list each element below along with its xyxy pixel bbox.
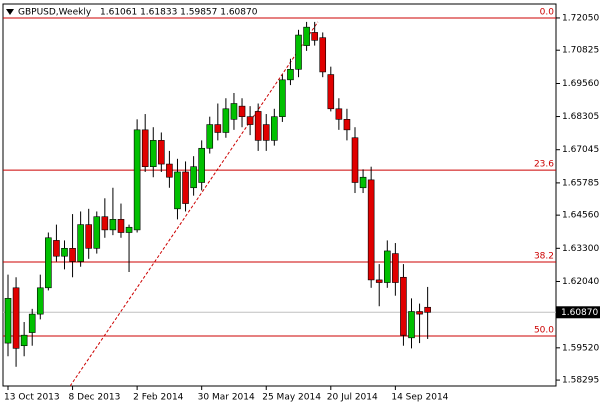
y-tick-label: 1.70825	[562, 46, 599, 56]
candle-body	[343, 119, 351, 131]
candle-body	[335, 108, 343, 120]
candle-body	[416, 311, 423, 315]
candle-body	[125, 226, 133, 233]
fib-label: 0.0	[540, 7, 555, 17]
candle-body	[141, 129, 149, 167]
x-tick-label: 25 May 2014	[262, 393, 321, 403]
current-price-label: 1.60870	[561, 308, 598, 318]
y-tick-label: 1.62040	[562, 277, 599, 287]
candle-body	[367, 179, 375, 281]
candle-body	[303, 26, 310, 46]
candle-body	[174, 171, 181, 210]
candle-body	[351, 137, 359, 183]
fib-label: 38.2	[534, 252, 554, 262]
x-tick-label: 20 Jul 2014	[327, 393, 378, 403]
candle-body	[36, 287, 44, 315]
candle-body	[400, 276, 407, 336]
candle-body	[85, 224, 92, 249]
candle-body	[408, 311, 415, 339]
candle-body	[287, 68, 294, 81]
candle-body	[190, 166, 197, 189]
candle-body	[214, 124, 222, 133]
candle-body	[101, 216, 109, 231]
candle-body	[69, 248, 76, 262]
candle-body	[77, 224, 84, 262]
chart-subtitle: 1.61061 1.61833 1.59857 1.60870	[100, 8, 258, 18]
menu-arrow	[6, 9, 14, 15]
chart-title: GBPUSD,Weekly	[18, 8, 92, 18]
candle-body	[182, 171, 189, 204]
candle-body	[238, 105, 246, 117]
candle-body	[149, 140, 157, 167]
candle-body	[206, 124, 214, 149]
fib-label: 23.6	[534, 160, 554, 170]
candle-body	[279, 79, 286, 117]
candle-body	[295, 34, 302, 70]
y-tick-label: 1.67045	[562, 145, 599, 155]
current-price-box	[556, 306, 600, 319]
y-tick-label: 1.64560	[562, 211, 599, 221]
candle-body	[198, 147, 205, 183]
candle-body	[12, 287, 20, 349]
fib-label: 50.0	[534, 325, 554, 335]
x-tick-label: 2 Feb 2014	[133, 393, 184, 403]
candle-body	[254, 111, 262, 141]
x-tick-label: 8 Dec 2013	[69, 393, 121, 403]
x-tick-label: 14 Sep 2014	[391, 393, 448, 403]
y-tick-label: 1.69560	[562, 79, 599, 89]
candle-body	[424, 306, 431, 313]
candle-body	[230, 103, 238, 120]
candle-body	[20, 334, 28, 347]
plot-frame	[2, 3, 557, 387]
candle-body	[375, 279, 383, 283]
y-tick-label: 1.59520	[562, 343, 599, 353]
candle-body	[262, 124, 270, 141]
candle-body	[311, 32, 318, 41]
candle-body	[222, 108, 230, 133]
x-tick-label: 30 Mar 2014	[198, 393, 255, 403]
candle-body	[166, 163, 173, 178]
candle-body	[392, 253, 399, 283]
candle-body	[133, 129, 141, 231]
x-tick-label: 13 Oct 2013	[4, 393, 60, 403]
candle-body	[359, 176, 367, 189]
candle-body	[246, 116, 254, 125]
y-tick-label: 1.68305	[562, 112, 599, 122]
y-tick-label: 1.65785	[562, 178, 599, 188]
candle-body	[53, 240, 60, 257]
candle-body	[158, 140, 165, 165]
y-tick-label: 1.63300	[562, 244, 599, 254]
candle-body	[327, 74, 335, 110]
trendline	[69, 21, 319, 387]
candle-body	[117, 219, 125, 233]
candle-body	[93, 216, 101, 249]
candle-body	[109, 219, 117, 231]
candle-body	[383, 250, 391, 283]
candle-body	[271, 116, 278, 141]
candle-body	[45, 237, 52, 289]
candle-body	[4, 298, 12, 344]
candle-body	[28, 313, 36, 333]
y-tick-label: 1.72050	[562, 13, 599, 23]
candle-body	[319, 37, 327, 73]
candle-body	[61, 248, 68, 257]
y-tick-label: 1.58295	[562, 376, 599, 386]
